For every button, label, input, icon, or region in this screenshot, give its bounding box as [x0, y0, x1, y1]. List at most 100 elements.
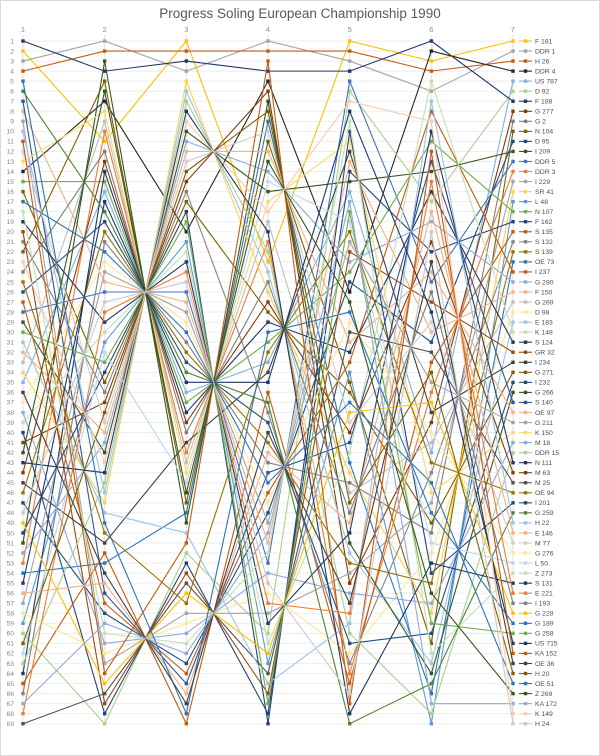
series-marker [266, 260, 270, 264]
rank-label: 35 [6, 380, 14, 387]
series-marker [184, 711, 189, 716]
rank-label: 30 [6, 329, 14, 336]
series-marker [21, 199, 25, 204]
series-marker [511, 420, 515, 425]
legend-marker [523, 49, 528, 53]
series-marker [266, 621, 270, 626]
rank-label: 38 [6, 410, 14, 417]
legend-item: S 139 [519, 249, 553, 256]
series-marker [184, 360, 189, 364]
series-marker [511, 360, 515, 364]
legend-item: Z 269 [519, 691, 553, 698]
series-marker [511, 380, 515, 385]
series-marker [102, 571, 107, 575]
legend-item: KA 172 [519, 701, 557, 708]
legend-item: OE 73 [519, 259, 554, 266]
legend-item: I 234 [519, 360, 550, 367]
rank-label: 26 [6, 289, 14, 296]
legend-marker [523, 280, 528, 284]
legend-label: M 18 [535, 440, 550, 447]
series-marker [184, 420, 189, 425]
series-marker [429, 270, 434, 274]
series-marker [184, 390, 189, 395]
legend-marker [523, 571, 528, 575]
series-d-95 [21, 139, 515, 666]
rank-label: 55 [6, 580, 14, 587]
rank-label: 67 [6, 701, 14, 708]
rank-label: 4 [10, 68, 14, 75]
legend-item: F 188 [519, 99, 553, 106]
series-ddr-3 [21, 129, 515, 676]
series-ddr-15 [21, 99, 515, 716]
series-g-228 [21, 400, 515, 686]
legend-label: I 201 [535, 500, 550, 507]
legend-item: F 150 [519, 289, 553, 296]
series-marker [21, 220, 25, 224]
series-marker [21, 320, 25, 324]
series-marker [21, 681, 25, 686]
series-marker [511, 179, 515, 184]
series-i-193 [21, 149, 515, 605]
series-marker [511, 99, 515, 103]
series-marker [184, 511, 189, 515]
rank-label: 25 [6, 279, 14, 286]
series-ddr-4 [21, 49, 515, 294]
legend-label: S 132 [535, 239, 553, 246]
series-marker [21, 230, 25, 234]
series-marker [184, 129, 189, 134]
series-marker [511, 350, 515, 354]
series-marker [429, 99, 434, 103]
series-marker [102, 250, 107, 254]
rank-label: 2 [10, 48, 14, 55]
legend-label: M 63 [535, 470, 550, 477]
series-marker [429, 641, 434, 646]
series-marker [266, 69, 270, 73]
series-marker [429, 250, 434, 254]
series-marker [347, 89, 352, 93]
series-marker [347, 320, 352, 324]
series-g-271 [21, 189, 515, 525]
legend-label: L 48 [535, 199, 548, 206]
series-marker [429, 79, 434, 83]
series-z-269 [21, 89, 515, 696]
series-marker [184, 280, 189, 284]
series-marker [102, 230, 107, 234]
series-marker [266, 79, 270, 83]
series-marker [347, 340, 352, 344]
rank-label: 39 [6, 420, 14, 427]
legend-item: M 25 [519, 480, 550, 487]
series-marker [429, 400, 434, 405]
legend-marker [523, 410, 528, 415]
series-marker [102, 119, 107, 124]
series-marker [511, 430, 515, 435]
series-marker [511, 481, 515, 485]
series-marker [21, 661, 25, 666]
series-s-135 [21, 230, 515, 726]
series-marker [21, 49, 25, 53]
series-e-146 [21, 209, 515, 696]
series-marker [511, 49, 515, 53]
series-marker [102, 410, 107, 415]
series-marker [429, 330, 434, 334]
series-marker [511, 450, 515, 455]
series-marker [347, 711, 352, 716]
series-marker [347, 551, 352, 555]
series-marker [21, 601, 25, 605]
series-marker [21, 290, 25, 294]
series-marker [266, 340, 270, 344]
series-marker [21, 491, 25, 495]
series-marker [429, 109, 434, 113]
legend-item: I 193 [519, 601, 550, 608]
legend-marker [523, 681, 528, 686]
series-marker [184, 300, 189, 304]
series-marker [266, 350, 270, 354]
legend-label: US 787 [535, 78, 558, 85]
series-marker [184, 380, 189, 385]
series-marker [266, 591, 270, 595]
rank-label: 66 [6, 691, 14, 698]
legend-marker [523, 641, 528, 646]
series-marker [21, 722, 25, 726]
legend-item: F 162 [519, 219, 553, 226]
series-n-111 [21, 129, 515, 626]
legend-label: US 715 [535, 641, 558, 648]
